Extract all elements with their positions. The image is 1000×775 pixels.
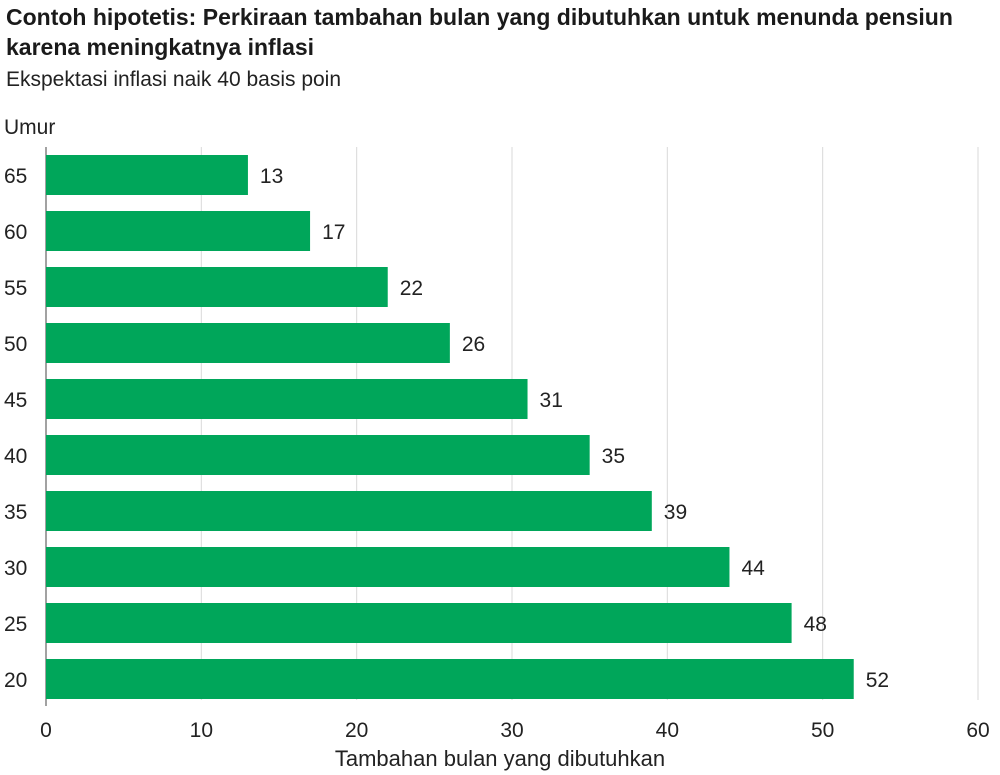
bar-55: [46, 267, 388, 307]
x-tick-label-50: 50: [811, 719, 834, 742]
x-tick-label-20: 20: [345, 719, 368, 742]
x-tick-label-30: 30: [500, 719, 523, 742]
data-label-50: 26: [462, 333, 485, 356]
y-tick-label-65: 65: [4, 165, 27, 188]
data-label-25: 48: [804, 613, 827, 636]
bar-65: [46, 155, 248, 195]
x-tick-label-60: 60: [966, 719, 989, 742]
bar-40: [46, 435, 590, 475]
x-axis-label: Tambahan bulan yang dibutuhkan: [335, 746, 665, 771]
y-tick-label-35: 35: [4, 501, 27, 524]
data-label-65: 13: [260, 165, 283, 188]
y-tick-label-20: 20: [4, 669, 27, 692]
y-tick-label-55: 55: [4, 277, 27, 300]
bars: [46, 155, 854, 699]
chart-title: Contoh hipotetis: Perkiraan tambahan bul…: [6, 4, 953, 60]
data-label-20: 52: [866, 669, 889, 692]
data-label-30: 44: [741, 557, 765, 580]
x-tick-label-0: 0: [40, 719, 52, 742]
bar-45: [46, 379, 528, 419]
x-tick-label-40: 40: [656, 719, 679, 742]
bar-20: [46, 659, 854, 699]
bar-35: [46, 491, 652, 531]
labels: 0 10 20 30 40 50 60 65 13 60 17 55 22 50 26 45 31 40 35 35 3…: [4, 165, 990, 742]
data-label-55: 22: [400, 277, 423, 300]
y-tick-label-50: 50: [4, 333, 27, 356]
y-tick-label-45: 45: [4, 389, 27, 412]
data-label-40: 35: [602, 445, 625, 468]
bar-25: [46, 603, 792, 643]
x-tick-label-10: 10: [190, 719, 213, 742]
y-tick-label-60: 60: [4, 221, 27, 244]
data-label-60: 17: [322, 221, 345, 244]
data-label-45: 31: [540, 389, 563, 412]
bar-60: [46, 211, 311, 251]
y-tick-label-30: 30: [4, 557, 27, 580]
data-label-35: 39: [664, 501, 687, 524]
y-tick-label-25: 25: [4, 613, 27, 636]
chart-subtitle: Ekspektasi inflasi naik 40 basis poin: [6, 68, 342, 91]
bar-50: [46, 323, 450, 363]
y-tick-label-40: 40: [4, 445, 27, 468]
y-axis-label: Umur: [4, 116, 56, 139]
bar-30: [46, 547, 730, 587]
